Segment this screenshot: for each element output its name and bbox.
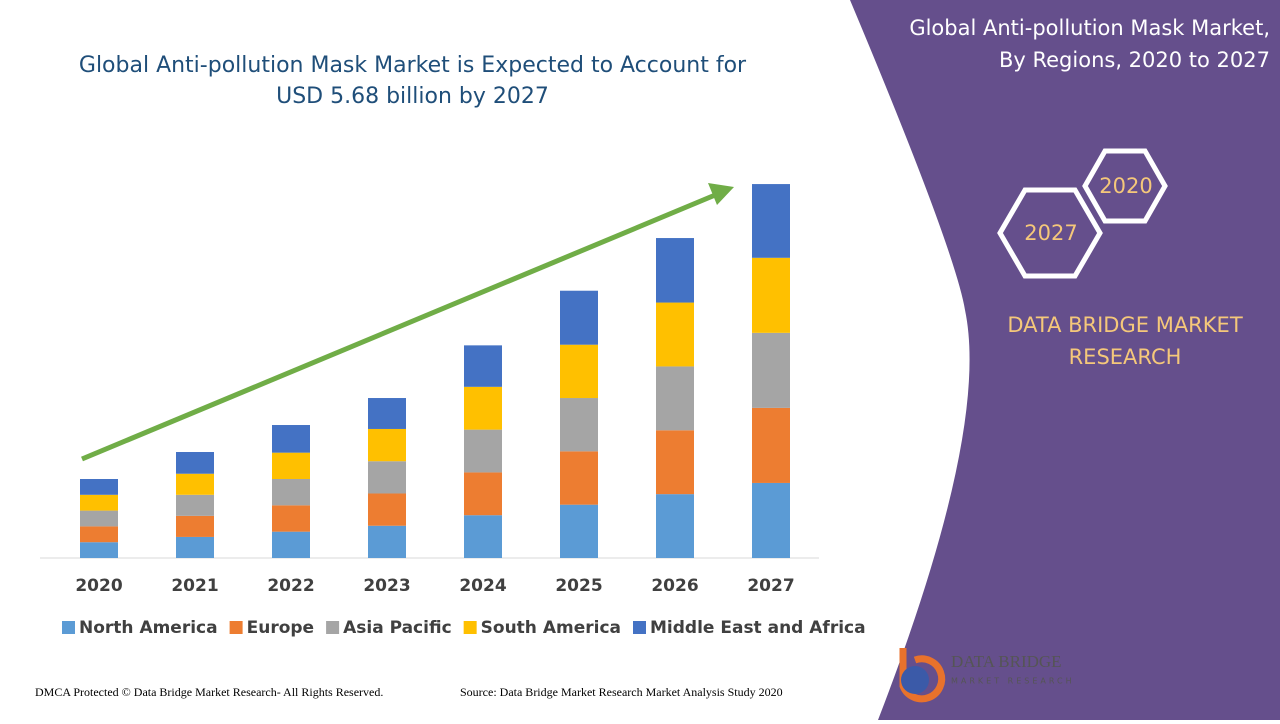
- bar-segment: [80, 542, 118, 558]
- x-tick-label: 2027: [747, 576, 794, 596]
- footer-rights: DMCA Protected © Data Bridge Market Rese…: [35, 685, 383, 699]
- bar-segment: [560, 451, 598, 505]
- bar-segment: [176, 452, 214, 474]
- bar-segment: [176, 473, 214, 495]
- hexagon-label: 2027: [1024, 221, 1077, 245]
- bar-segment: [656, 494, 694, 558]
- hexagon-label: 2020: [1099, 174, 1152, 198]
- bar-segment: [176, 494, 214, 516]
- x-tick-label: 2025: [555, 576, 602, 596]
- bar-segment: [80, 479, 118, 495]
- bar-segment: [656, 430, 694, 495]
- logo-mark: [901, 666, 929, 694]
- bar-segment: [560, 398, 598, 452]
- bar-segment: [368, 461, 406, 494]
- bar-segment: [272, 505, 310, 532]
- logo: DATA BRIDGE MARKET RESEARCH: [899, 648, 1075, 703]
- bar-segment: [656, 366, 694, 431]
- bar-segment: [368, 398, 406, 429]
- bar-segment: [464, 515, 502, 558]
- bar-segment: [560, 290, 598, 345]
- x-tick-label: 2021: [171, 576, 218, 596]
- bar-segment: [752, 332, 790, 408]
- bar-segment: [752, 257, 790, 333]
- bar-segment: [656, 238, 694, 303]
- legend-swatch: [633, 621, 646, 634]
- bar-segment: [560, 504, 598, 558]
- legend-swatch: [229, 621, 243, 634]
- bar-segment: [560, 344, 598, 399]
- x-tick-label: 2024: [459, 576, 506, 596]
- legend-label: Asia Pacific: [343, 618, 452, 638]
- bar-segment: [464, 472, 502, 516]
- x-tick-label: 2020: [75, 576, 122, 596]
- bar-segment: [176, 515, 214, 537]
- footer-source: Source: Data Bridge Market Research Mark…: [460, 685, 783, 699]
- bar-segment: [176, 536, 214, 558]
- bar-segment: [272, 479, 310, 506]
- x-tick-label: 2022: [267, 576, 314, 596]
- hexagon: [1082, 148, 1168, 224]
- chart-title: Global Anti-pollution Mask Market is Exp…: [78, 53, 747, 109]
- legend-swatch: [62, 621, 75, 634]
- logo-name: DATA BRIDGE: [951, 652, 1062, 671]
- logo-tagline: MARKET RESEARCH: [951, 677, 1075, 686]
- bar-segment: [752, 482, 790, 558]
- bar-segment: [272, 452, 310, 479]
- legend-swatch: [463, 621, 477, 634]
- hexagon: [997, 187, 1103, 279]
- logo-mark: [899, 648, 946, 703]
- x-tick-label: 2023: [363, 576, 410, 596]
- legend-label: South America: [481, 618, 621, 638]
- bar-segment: [752, 407, 790, 483]
- bar-segment: [656, 302, 694, 367]
- bar-segment: [272, 425, 310, 453]
- bar-segment: [272, 531, 310, 558]
- bar-segment: [464, 429, 502, 473]
- legend-label: Middle East and Africa: [650, 618, 866, 638]
- x-tick-label: 2026: [651, 576, 698, 596]
- bar-segment: [464, 386, 502, 430]
- trend-arrowhead: [708, 183, 734, 205]
- title-box: Global Anti-pollution Mask Market is Exp…: [78, 53, 747, 109]
- bar-segment: [368, 525, 406, 558]
- side-panel: [850, 0, 1280, 720]
- bar-segment: [368, 428, 406, 462]
- brand-text: RESEARCH: [1069, 345, 1182, 369]
- legend-swatch: [326, 621, 340, 634]
- bar-segment: [368, 493, 406, 526]
- brand-text: DATA BRIDGE MARKET: [1007, 313, 1242, 337]
- bar-segment: [752, 184, 790, 258]
- bar-segment: [80, 510, 118, 527]
- bar-segment: [80, 494, 118, 511]
- bar-segment: [464, 345, 502, 387]
- legend-label: North America: [79, 618, 218, 638]
- legend-label: Europe: [247, 618, 314, 638]
- panel-title: Global Anti-pollution Mask Market,: [909, 16, 1270, 40]
- trend-arrow: [81, 190, 721, 462]
- bar-segment: [80, 526, 118, 543]
- panel-title: By Regions, 2020 to 2027: [999, 48, 1270, 72]
